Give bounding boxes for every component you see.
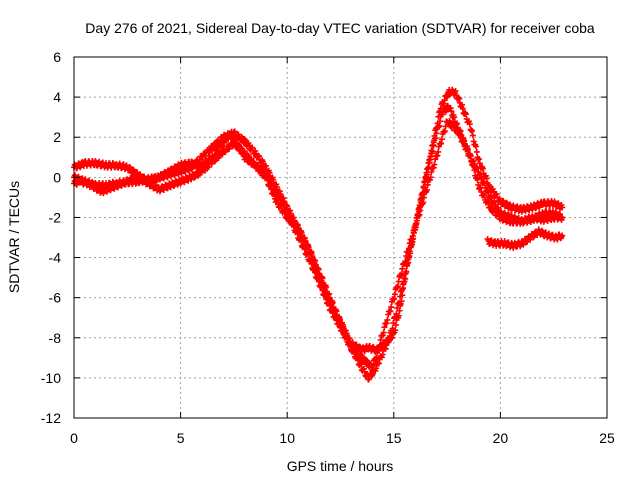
grid-lines <box>74 57 607 418</box>
x-tick-labels: 0 5 10 15 20 25 <box>70 430 615 446</box>
y-tick-label: 6 <box>53 49 61 65</box>
x-axis-label: GPS time / hours <box>287 458 394 474</box>
y-tick-label: -12 <box>41 410 61 426</box>
x-tick-label: 5 <box>177 430 185 446</box>
point-markers <box>484 226 566 251</box>
chart-title: Day 276 of 2021, Sidereal Day-to-day VTE… <box>85 20 595 36</box>
axis-ticks <box>73 56 608 419</box>
y-axis-label: SDTVAR / TECUs <box>6 181 22 293</box>
y-tick-label: -8 <box>49 330 62 346</box>
y-tick-label: 0 <box>53 169 61 185</box>
x-tick-label: 15 <box>386 430 402 446</box>
series-main <box>71 102 566 355</box>
x-tick-label: 20 <box>493 430 509 446</box>
x-tick-label: 10 <box>279 430 295 446</box>
y-tick-label: -2 <box>49 209 62 225</box>
y-tick-label: -10 <box>41 370 61 386</box>
y-tick-label: -4 <box>49 250 62 266</box>
y-tick-label: 2 <box>53 129 61 145</box>
plot-frame <box>73 56 608 419</box>
point-markers <box>71 102 566 355</box>
y-tick-labels: -12 -10 -8 -6 -4 -2 0 2 4 6 <box>41 49 61 426</box>
series-late-segment <box>484 226 566 251</box>
x-tick-label: 0 <box>70 430 78 446</box>
y-tick-label: -6 <box>49 290 62 306</box>
y-tick-label: 4 <box>53 89 61 105</box>
x-tick-label: 25 <box>599 430 615 446</box>
